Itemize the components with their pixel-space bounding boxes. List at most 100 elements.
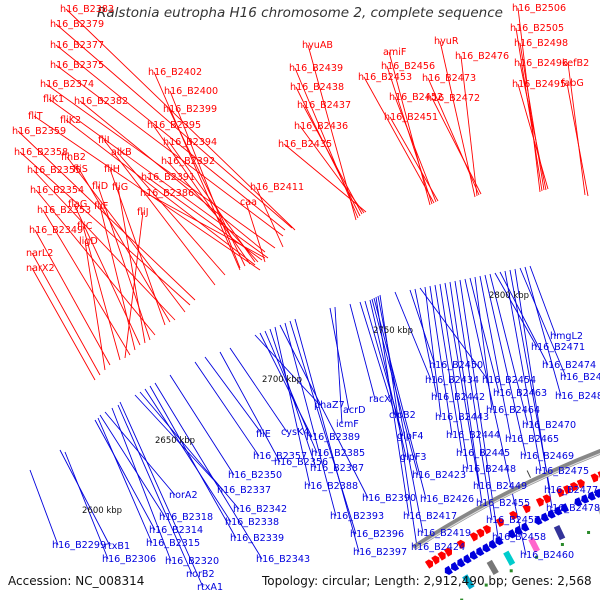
forward-gene-label: hyuR — [434, 36, 459, 47]
forward-gene-label: h16_B2506 — [512, 3, 566, 14]
reverse-callout — [99, 414, 166, 518]
reverse-gene — [514, 525, 523, 535]
reverse-gene-label: h16_B2460 — [520, 550, 574, 561]
reverse-gene-label: h16_B2390 — [362, 493, 416, 504]
marker-dot — [460, 598, 464, 600]
tick-label: 2600 kbp — [82, 506, 122, 516]
gene-feature-block — [528, 537, 541, 553]
reverse-gene-label: h16_B2426 — [420, 494, 474, 505]
reverse-gene — [554, 506, 563, 516]
forward-callout — [34, 229, 111, 366]
reverse-gene — [541, 512, 550, 522]
reverse-gene-label: h16_B2393 — [330, 511, 384, 522]
reverse-gene-label: h16_B2457 — [486, 515, 540, 526]
reverse-callout — [484, 274, 527, 457]
backbone-highlight — [414, 453, 600, 550]
forward-callout — [294, 67, 359, 219]
forward-gene-label: flhB2 — [61, 152, 86, 163]
forward-gene-label: caa — [240, 197, 257, 208]
forward-gene-label: h16_B2496 — [514, 58, 568, 69]
forward-callout — [65, 8, 296, 231]
gene-feature-block — [462, 574, 475, 590]
forward-callout — [166, 160, 259, 263]
gene-feature-block — [503, 550, 516, 566]
reverse-gene-label: h16_B2318 — [159, 512, 213, 523]
forward-gene-label: fliS — [73, 164, 88, 175]
reverse-callout — [449, 281, 483, 504]
reverse-gene — [581, 494, 590, 504]
reverse-callout — [59, 449, 111, 547]
forward-callout — [117, 186, 146, 344]
reverse-gene-label: fliE — [256, 429, 271, 440]
forward-callout — [283, 143, 367, 213]
forward-gene-label: h16_B2452 — [389, 92, 443, 103]
reverse-callout — [514, 268, 553, 509]
forward-gene-label: h16_B2451 — [384, 112, 438, 123]
forward-gene-label: h16_B2456 — [381, 61, 435, 72]
forward-gene-label: fliT — [28, 111, 43, 122]
forward-gene-label: h16_B2473 — [422, 73, 476, 84]
forward-gene-label: fliD — [92, 181, 108, 192]
forward-callout — [515, 27, 543, 192]
reverse-callout — [379, 294, 418, 548]
forward-gene-label: h16_B2377 — [50, 40, 104, 51]
forward-gene-label: fabG — [561, 78, 584, 89]
forward-gene-label: h16_B2435 — [278, 139, 332, 150]
forward-gene-label: flaG — [68, 199, 87, 210]
reverse-callout — [524, 266, 562, 397]
reverse-callout — [329, 307, 350, 411]
reverse-gene-label: h16_B2350 — [228, 470, 282, 481]
forward-callout — [394, 96, 437, 203]
reverse-gene-label: h16_B2314 — [149, 525, 203, 536]
forward-callout — [388, 51, 431, 206]
reverse-callout — [64, 451, 109, 560]
reverse-gene — [463, 554, 472, 564]
reverse-gene-label: h16_B2478 — [546, 503, 600, 514]
forward-gene-label: narL2 — [26, 248, 53, 259]
reverse-callout — [259, 332, 313, 438]
reverse-gene — [508, 529, 517, 539]
forward-gene-label: h16_B2382 — [74, 96, 128, 107]
forward-gene — [590, 473, 599, 483]
reverse-gene-label: hmgL2 — [550, 331, 583, 342]
forward-gene-label: h16_B2349 — [29, 225, 83, 236]
marker-dot — [484, 583, 488, 587]
reverse-callout — [289, 320, 357, 535]
forward-callout — [79, 100, 266, 253]
reverse-gene — [469, 550, 478, 560]
reverse-callout — [194, 361, 260, 457]
reverse-gene-label: h16_B2434 — [425, 375, 479, 386]
reverse-callout — [149, 385, 237, 539]
forward-callout — [124, 211, 144, 359]
forward-gene-label: h16_B2476 — [455, 51, 509, 62]
reverse-callout — [519, 267, 567, 378]
reverse-callout — [474, 276, 493, 411]
gene-feature-block — [553, 524, 566, 541]
forward-callout — [460, 55, 478, 197]
forward-callout — [55, 64, 284, 237]
reverse-callout — [375, 296, 410, 517]
reverse-callout — [154, 382, 263, 560]
forward-gene-label: h16_B2359 — [12, 126, 66, 137]
reverse-callout — [111, 407, 172, 562]
forward-callout — [32, 169, 176, 321]
reverse-gene-label: glpF3 — [400, 452, 426, 463]
reverse-callout — [169, 374, 235, 476]
forward-gene — [597, 471, 600, 479]
forward-gene-label: h16_B2399 — [163, 104, 217, 115]
reverse-gene — [451, 561, 460, 572]
forward-callout — [99, 205, 136, 351]
forward-callout — [245, 201, 266, 263]
reverse-gene-label: h16_B2320 — [165, 556, 219, 567]
forward-gene-label: h16_B2453 — [358, 72, 412, 83]
reverse-callout — [219, 351, 281, 463]
reverse-gene — [457, 558, 466, 568]
reverse-gene-label: h16_B2465 — [505, 434, 559, 445]
forward-gene — [509, 510, 518, 521]
forward-gene-label: amiF — [383, 47, 406, 58]
reverse-callout — [94, 419, 156, 531]
reverse-callout — [97, 417, 153, 544]
forward-gene — [542, 494, 551, 504]
reverse-callout — [424, 286, 442, 418]
forward-gene-label: narX2 — [26, 263, 55, 274]
